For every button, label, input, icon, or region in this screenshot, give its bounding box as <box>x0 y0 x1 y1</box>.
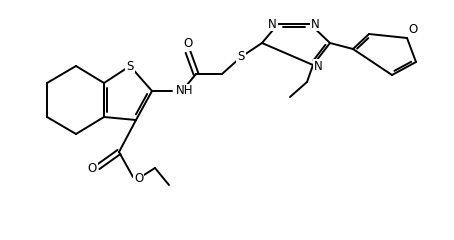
Text: NH: NH <box>176 84 193 97</box>
Text: O: O <box>88 162 97 174</box>
Text: O: O <box>408 23 417 36</box>
Text: O: O <box>183 37 192 50</box>
Text: N: N <box>314 60 323 72</box>
Text: N: N <box>311 18 320 30</box>
Text: O: O <box>134 172 143 185</box>
Text: N: N <box>268 18 277 30</box>
Text: S: S <box>237 49 245 62</box>
Text: S: S <box>126 60 133 72</box>
